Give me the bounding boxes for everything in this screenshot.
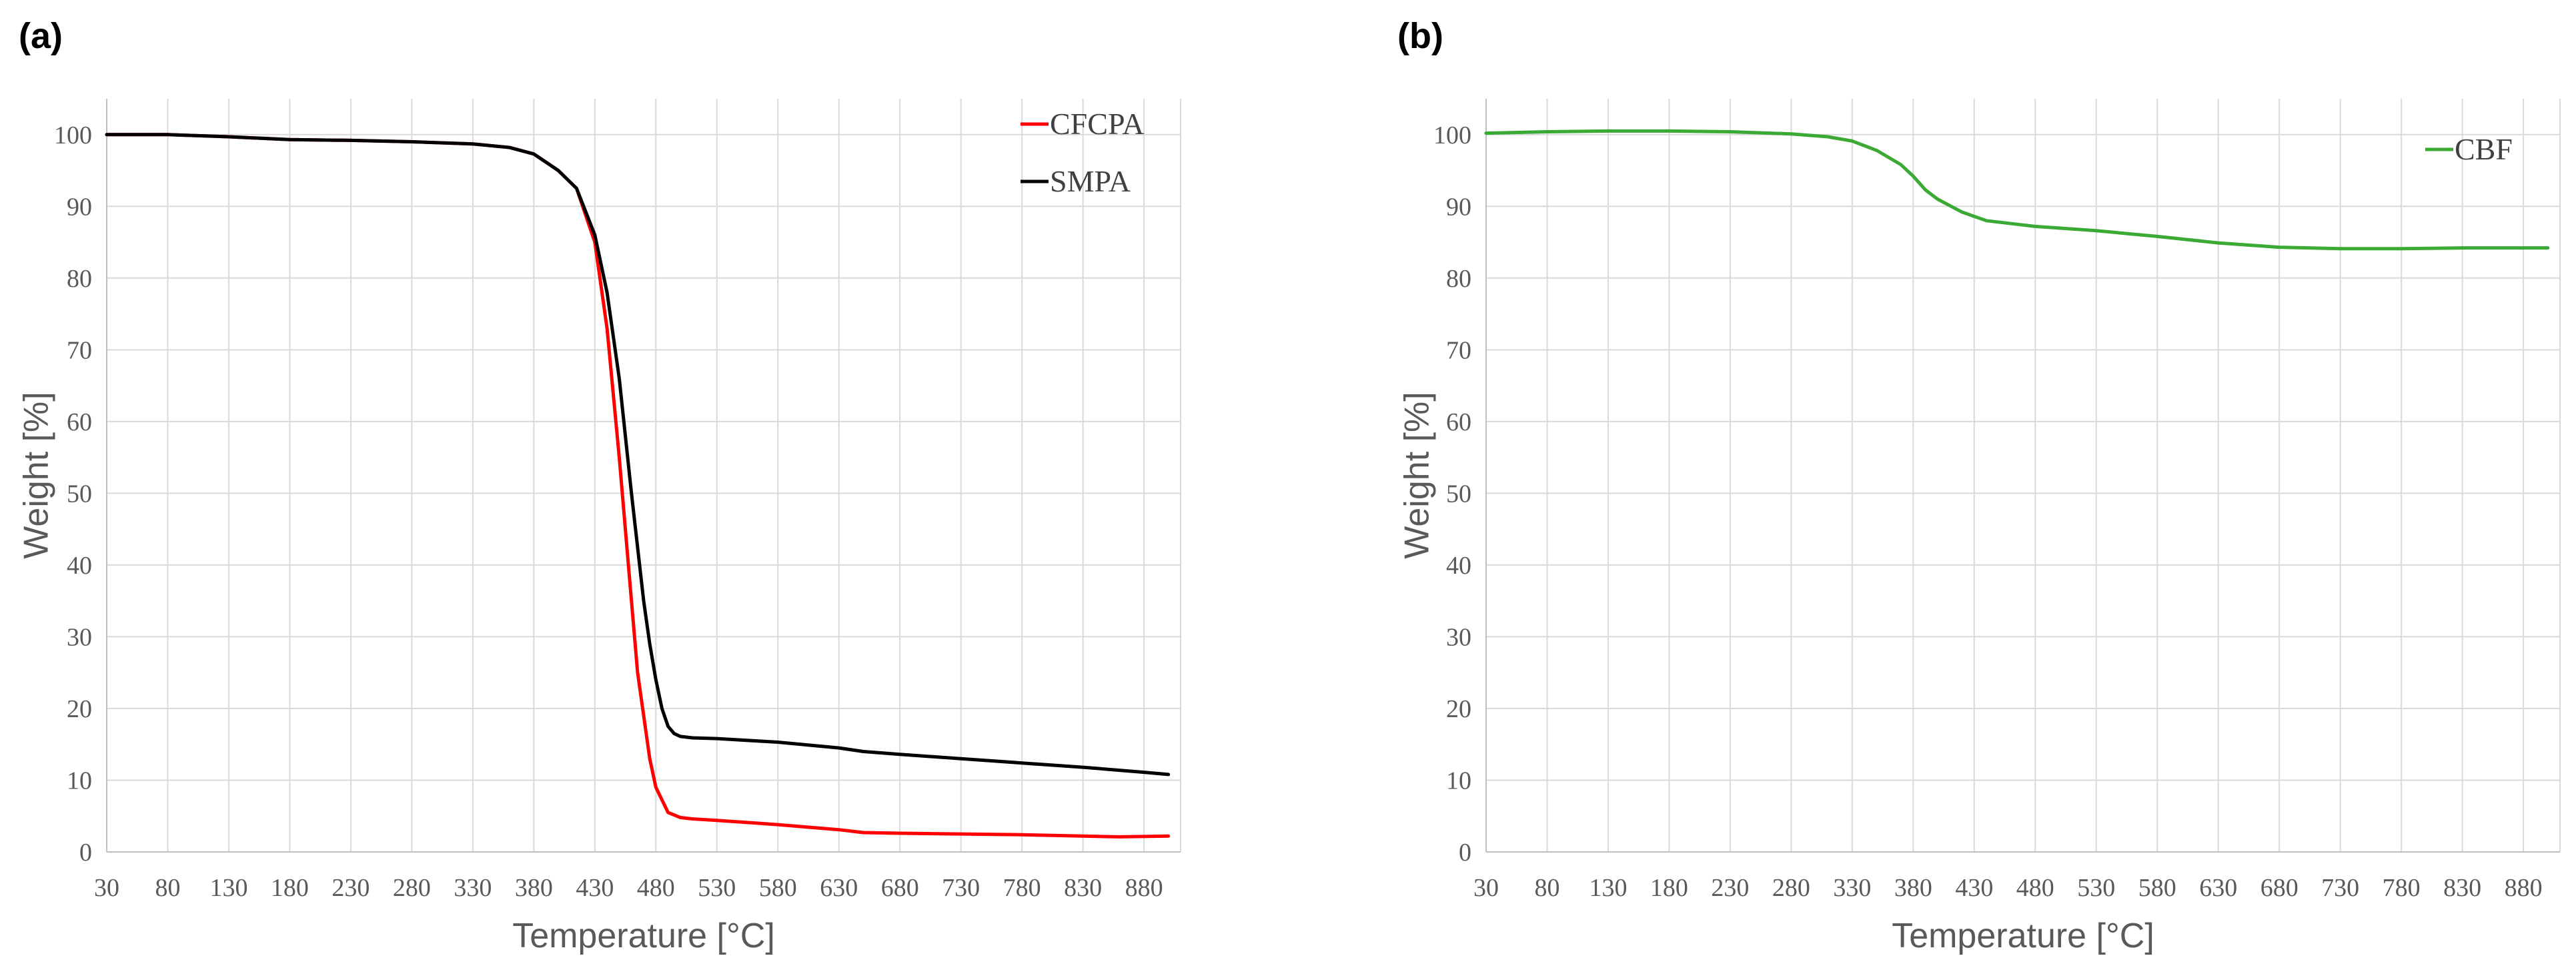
panel-a-x-tick-380: 380 (515, 874, 553, 902)
panel-b-x-tick-80: 80 (1534, 874, 1559, 902)
panel-b-x-tick-130: 130 (1589, 874, 1627, 902)
panel-a-x-tick-30: 30 (94, 874, 119, 902)
panel-b-y-tick-10: 10 (1446, 767, 1471, 795)
panel-a-y-tick-0: 0 (79, 839, 92, 867)
panel-b-x-axis-title: Temperature [°C] (1892, 917, 2154, 955)
panel-a-y-tick-60: 60 (67, 408, 92, 436)
panel-a-chart: (a) 0 10 20 30 40 50 60 70 80 90 100 30 80 130 180 230 2… (17, 16, 1181, 955)
panel-a-y-tick-40: 40 (67, 552, 92, 580)
panel-a-y-tick-50: 50 (67, 480, 92, 508)
panel-a-y-axis-title: Weight [%] (17, 392, 56, 558)
panel-b-y-tick-20: 20 (1446, 695, 1471, 723)
panel-b-y-tick-100: 100 (1433, 121, 1471, 149)
panel-b-x-tick-380: 380 (1894, 874, 1932, 902)
panel-a-x-tick-180: 180 (271, 874, 309, 902)
panel-a-label: (a) (19, 16, 63, 56)
panel-a-x-tick-230: 230 (332, 874, 370, 902)
panel-b-x-tick-230: 230 (1711, 874, 1749, 902)
panel-b-x-tick-280: 280 (1772, 874, 1810, 902)
panel-b-x-tick-580: 580 (2138, 874, 2176, 902)
panel-b-x-tick-880: 880 (2505, 874, 2543, 902)
panel-b-x-tick-430: 430 (1955, 874, 1993, 902)
panel-a-y-tick-30: 30 (67, 623, 92, 651)
panel-a-x-tick-430: 430 (576, 874, 614, 902)
panel-a-x-tick-130: 130 (209, 874, 247, 902)
panel-b-x-tick-730: 730 (2321, 874, 2359, 902)
panel-b-x-tick-330: 330 (1833, 874, 1871, 902)
panel-b-y-tick-50: 50 (1446, 480, 1471, 508)
panel-a-y-tick-10: 10 (67, 767, 92, 795)
panel-b-x-tick-780: 780 (2383, 874, 2421, 902)
panel-a-x-tick-830: 830 (1064, 874, 1102, 902)
panel-a-y-tick-70: 70 (67, 336, 92, 364)
panel-a-x-tick-780: 780 (1003, 874, 1041, 902)
panel-a-x-tick-480: 480 (637, 874, 675, 902)
panel-b-chart: (b) 0 10 20 30 40 50 60 70 80 90 100 30 80 130 180 230 2… (1397, 16, 2561, 955)
panel-a-y-tick-90: 90 (67, 193, 92, 221)
panel-a-x-tick-630: 630 (820, 874, 858, 902)
panel-b-x-tick-830: 830 (2443, 874, 2481, 902)
panel-a-x-tick-330: 330 (454, 874, 492, 902)
panel-a-y-tick-100: 100 (54, 121, 92, 149)
panel-a-x-axis-title: Temperature [°C] (512, 917, 775, 955)
panel-a-x-tick-580: 580 (759, 874, 797, 902)
panel-b-x-tick-480: 480 (2016, 874, 2054, 902)
panel-b-y-tick-90: 90 (1446, 193, 1471, 221)
panel-b-legend-label-cbf: CBF (2455, 132, 2513, 166)
panel-a-x-tick-730: 730 (942, 874, 980, 902)
panel-a-x-tick-280: 280 (393, 874, 431, 902)
panel-b-y-tick-40: 40 (1446, 552, 1471, 580)
panel-b-y-axis-title: Weight [%] (1398, 392, 1437, 558)
panel-a-legend-label-cfcpa: CFCPA (1050, 107, 1145, 141)
panel-a-y-tick-20: 20 (67, 695, 92, 723)
panel-a-y-tick-80: 80 (67, 265, 92, 293)
panel-a-x-tick-880: 880 (1125, 874, 1163, 902)
panel-a-legend-label-smpa: SMPA (1050, 164, 1131, 198)
panel-b-x-tick-180: 180 (1650, 874, 1688, 902)
panel-b-y-tick-80: 80 (1446, 265, 1471, 293)
panel-b-x-tick-530: 530 (2077, 874, 2115, 902)
panel-a-series-cfcpa-line (105, 133, 1171, 839)
panel-b-label: (b) (1397, 16, 1443, 56)
panel-a-x-tick-80: 80 (155, 874, 180, 902)
panel-b-x-tick-680: 680 (2261, 874, 2299, 902)
panel-b-series-cbf-line (1484, 129, 2550, 251)
panel-b-y-tick-70: 70 (1446, 336, 1471, 364)
panel-b-y-tick-60: 60 (1446, 408, 1471, 436)
panel-b-x-tick-630: 630 (2199, 874, 2237, 902)
panel-b-y-tick-30: 30 (1446, 623, 1471, 651)
panel-b-y-tick-0: 0 (1459, 839, 1471, 867)
panel-a-x-tick-680: 680 (881, 874, 919, 902)
panel-a-x-tick-530: 530 (698, 874, 736, 902)
panel-b-x-tick-30: 30 (1473, 874, 1499, 902)
panel-a-series-smpa-line (105, 133, 1171, 777)
